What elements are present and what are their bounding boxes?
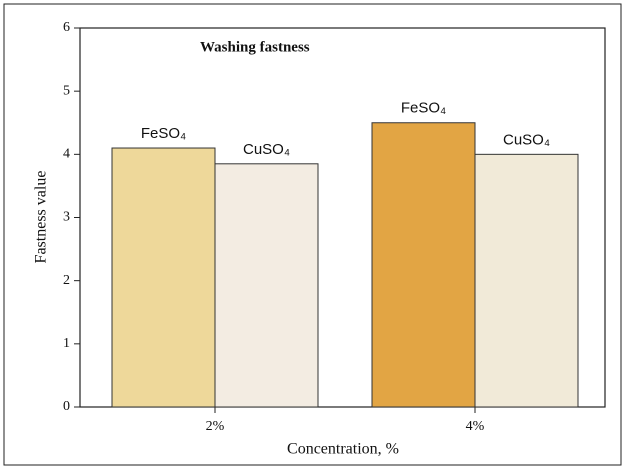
y-tick-label: 0 bbox=[63, 399, 70, 414]
y-tick-label: 4 bbox=[63, 147, 70, 162]
bar bbox=[111, 147, 216, 408]
y-tick-label: 1 bbox=[63, 336, 70, 351]
bar-series-label: CuSO₄ bbox=[503, 131, 550, 148]
bar-series-label: FeSO₄ bbox=[401, 100, 446, 117]
x-tick-label: 2% bbox=[206, 419, 225, 434]
y-tick-label: 5 bbox=[63, 83, 70, 98]
bar bbox=[371, 122, 476, 408]
bar bbox=[474, 153, 579, 408]
y-tick-label: 3 bbox=[63, 210, 70, 225]
bar-series-label: CuSO₄ bbox=[243, 141, 290, 158]
x-tick-label: 4% bbox=[466, 419, 485, 434]
y-axis-label: Fastness value bbox=[33, 171, 50, 264]
x-axis-label: Concentration, % bbox=[287, 441, 399, 458]
chart-title: Washing fastness bbox=[200, 39, 310, 55]
y-tick-label: 6 bbox=[63, 20, 70, 35]
y-tick-label: 2 bbox=[63, 273, 70, 288]
bar-series-label: FeSO₄ bbox=[141, 125, 186, 142]
bar bbox=[214, 163, 319, 408]
